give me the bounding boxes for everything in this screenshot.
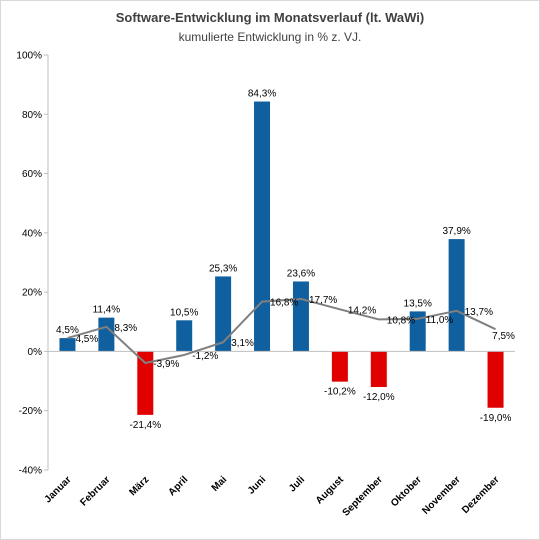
x-category-label: März bbox=[128, 474, 152, 498]
y-tick-label: 100% bbox=[16, 51, 42, 62]
line-data-label: 17,7% bbox=[309, 295, 337, 306]
bar bbox=[292, 281, 309, 352]
x-category-label: November bbox=[420, 474, 462, 516]
x-category-label: Januar bbox=[43, 474, 74, 505]
bar bbox=[448, 239, 465, 352]
line-data-label: 10,8% bbox=[387, 315, 415, 326]
y-tick-label: -20% bbox=[19, 406, 42, 417]
bar bbox=[176, 320, 193, 352]
x-category-label: September bbox=[341, 474, 385, 518]
bar-data-label: 23,6% bbox=[287, 268, 315, 279]
bar bbox=[409, 311, 426, 352]
bar-data-label: -12,0% bbox=[363, 392, 395, 403]
x-category-label: April bbox=[166, 474, 190, 498]
bar bbox=[98, 317, 115, 352]
line-data-label: 8,3% bbox=[114, 323, 137, 334]
bar-data-label: 11,4% bbox=[93, 305, 121, 316]
bar bbox=[254, 101, 271, 352]
bar-data-label: 10,5% bbox=[170, 307, 198, 318]
y-tick-label: 80% bbox=[22, 110, 42, 121]
line-data-label: 14,2% bbox=[348, 305, 376, 316]
line-data-label: -1,2% bbox=[192, 351, 218, 362]
line-data-label: 13,7% bbox=[465, 307, 493, 318]
x-category-label: August bbox=[314, 474, 347, 507]
line-data-label: 4,5% bbox=[75, 334, 98, 345]
bar bbox=[59, 338, 76, 352]
line-data-label: 3,1% bbox=[231, 338, 254, 349]
bar bbox=[137, 351, 154, 415]
bar-data-label: 13,5% bbox=[404, 298, 432, 309]
bar bbox=[487, 351, 504, 408]
line-data-label: 16,8% bbox=[270, 298, 298, 309]
bar bbox=[331, 351, 348, 382]
y-tick-label: -40% bbox=[19, 466, 42, 477]
y-tick-label: 60% bbox=[22, 169, 42, 180]
bar-data-label: -10,2% bbox=[324, 387, 356, 398]
chart-subtitle: kumulierte Entwicklung in % z. VJ. bbox=[178, 30, 362, 44]
bar-data-label: 4,5% bbox=[56, 325, 79, 336]
x-category-label: Juni bbox=[246, 474, 268, 496]
line-data-label: 11,0% bbox=[426, 315, 454, 326]
line-data-label: -3,9% bbox=[153, 359, 179, 370]
bar-data-label: 25,3% bbox=[209, 263, 237, 274]
x-category-label: Mai bbox=[210, 474, 230, 494]
bar-data-label: -19,0% bbox=[480, 413, 512, 424]
x-category-label: Februar bbox=[78, 474, 112, 508]
y-tick-label: 20% bbox=[22, 288, 42, 299]
line-data-label: 7,5% bbox=[492, 331, 515, 342]
bar bbox=[215, 276, 232, 352]
x-category-label: Juli bbox=[287, 474, 307, 494]
x-category-label: Oktober bbox=[389, 474, 424, 509]
bar-data-label: -21,4% bbox=[129, 420, 161, 431]
y-tick-label: 0% bbox=[28, 347, 43, 358]
cumulative-line bbox=[67, 297, 496, 364]
y-tick-label: 40% bbox=[22, 228, 42, 239]
bar bbox=[370, 351, 387, 387]
chart-title: Software-Entwicklung im Monatsverlauf (l… bbox=[115, 10, 425, 25]
x-category-label: Dezember bbox=[460, 474, 502, 516]
bar-data-label: 84,3% bbox=[248, 89, 276, 100]
bar-data-label: 37,9% bbox=[442, 226, 470, 237]
